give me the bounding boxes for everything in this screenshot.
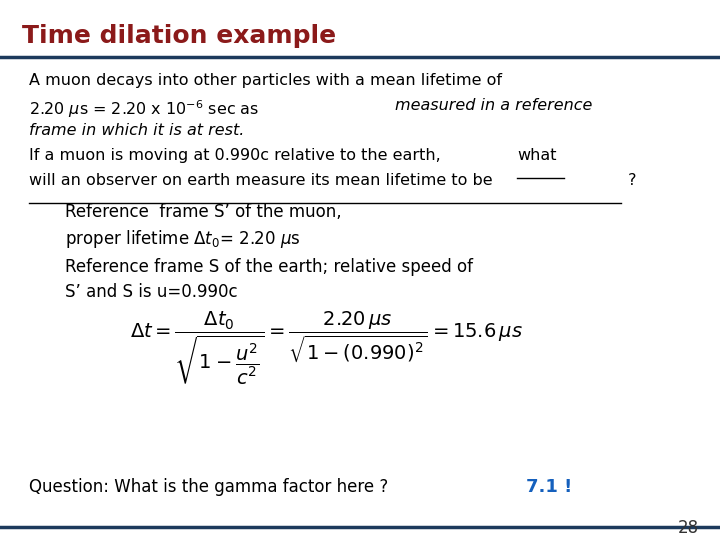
Text: proper lifetime $\Delta t_0$= 2.20 $\mu$s: proper lifetime $\Delta t_0$= 2.20 $\mu$… xyxy=(65,228,300,250)
Text: 2.20 $\mu$s = 2.20 x 10$^{-6}$ sec as: 2.20 $\mu$s = 2.20 x 10$^{-6}$ sec as xyxy=(29,98,260,120)
Text: ?: ? xyxy=(623,173,636,188)
Text: Question: What is the gamma factor here ?: Question: What is the gamma factor here … xyxy=(29,478,388,496)
Text: Reference frame S of the earth; relative speed of: Reference frame S of the earth; relative… xyxy=(65,258,473,276)
Text: will an observer on earth measure its mean lifetime to be: will an observer on earth measure its me… xyxy=(29,173,492,188)
Text: frame in which it is at rest.: frame in which it is at rest. xyxy=(29,123,244,138)
Text: Reference  frame S’ of the muon,: Reference frame S’ of the muon, xyxy=(65,203,341,221)
Text: S’ and S is u=0.990c: S’ and S is u=0.990c xyxy=(65,283,238,301)
Text: what: what xyxy=(517,148,557,163)
Text: If a muon is moving at 0.990c relative to the earth,: If a muon is moving at 0.990c relative t… xyxy=(29,148,446,163)
Text: $\Delta t = \dfrac{\Delta t_0}{\sqrt{1 - \dfrac{u^2}{c^2}}} = \dfrac{2.20\,\mu s: $\Delta t = \dfrac{\Delta t_0}{\sqrt{1 -… xyxy=(130,309,523,387)
Text: 28: 28 xyxy=(678,519,698,537)
Text: A muon decays into other particles with a mean lifetime of: A muon decays into other particles with … xyxy=(29,73,502,88)
Text: measured in a reference: measured in a reference xyxy=(395,98,592,113)
Text: 7.1 !: 7.1 ! xyxy=(526,478,572,496)
Text: Time dilation example: Time dilation example xyxy=(22,24,336,48)
